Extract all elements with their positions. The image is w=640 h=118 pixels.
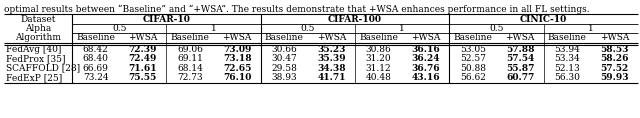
Text: 35.23: 35.23 — [317, 45, 346, 54]
Text: 66.69: 66.69 — [83, 64, 109, 73]
Text: +WSA: +WSA — [128, 34, 157, 42]
Text: optimal results between “Baseline” and “+WSA”. The results demonstrate that +WSA: optimal results between “Baseline” and “… — [4, 5, 589, 14]
Text: 38.93: 38.93 — [271, 73, 297, 82]
Text: +WSA: +WSA — [222, 34, 252, 42]
Text: FedAvg [40]: FedAvg [40] — [6, 45, 61, 54]
Text: 30.66: 30.66 — [271, 45, 297, 54]
Text: +WSA: +WSA — [411, 34, 440, 42]
Text: 52.57: 52.57 — [460, 54, 486, 63]
Text: 0.5: 0.5 — [489, 24, 504, 33]
Text: 72.65: 72.65 — [223, 64, 252, 73]
Text: +WSA: +WSA — [317, 34, 346, 42]
Text: 40.48: 40.48 — [365, 73, 392, 82]
Text: 1: 1 — [588, 24, 594, 33]
Text: 35.39: 35.39 — [317, 54, 346, 63]
Text: 52.13: 52.13 — [554, 64, 580, 73]
Text: 57.88: 57.88 — [506, 45, 534, 54]
Text: 75.55: 75.55 — [129, 73, 157, 82]
Text: 58.26: 58.26 — [600, 54, 628, 63]
Text: 72.49: 72.49 — [129, 54, 157, 63]
Text: 1: 1 — [211, 24, 216, 33]
Text: Baseline: Baseline — [548, 34, 587, 42]
Text: 53.94: 53.94 — [554, 45, 580, 54]
Text: 53.34: 53.34 — [554, 54, 580, 63]
Text: Baseline: Baseline — [359, 34, 398, 42]
Text: 30.47: 30.47 — [271, 54, 297, 63]
Text: Baseline: Baseline — [265, 34, 304, 42]
Text: 50.88: 50.88 — [460, 64, 486, 73]
Text: 0.5: 0.5 — [112, 24, 127, 33]
Text: Dataset: Dataset — [20, 15, 56, 23]
Text: 30.86: 30.86 — [365, 45, 392, 54]
Text: 71.61: 71.61 — [129, 64, 157, 73]
Text: Algorithm: Algorithm — [15, 34, 61, 42]
Text: 76.10: 76.10 — [223, 73, 252, 82]
Text: FedExP [25]: FedExP [25] — [6, 73, 62, 82]
Text: 68.14: 68.14 — [177, 64, 203, 73]
Text: 41.71: 41.71 — [317, 73, 346, 82]
Text: CIFAR-100: CIFAR-100 — [328, 15, 382, 23]
Text: 57.52: 57.52 — [600, 64, 628, 73]
Text: 60.77: 60.77 — [506, 73, 534, 82]
Text: 55.87: 55.87 — [506, 64, 534, 73]
Text: +WSA: +WSA — [600, 34, 629, 42]
Text: 69.11: 69.11 — [177, 54, 203, 63]
Text: Baseline: Baseline — [454, 34, 492, 42]
Text: 73.18: 73.18 — [223, 54, 252, 63]
Text: 56.30: 56.30 — [554, 73, 580, 82]
Text: 68.40: 68.40 — [83, 54, 109, 63]
Text: +WSA: +WSA — [506, 34, 535, 42]
Text: CIFAR-10: CIFAR-10 — [142, 15, 190, 23]
Text: 31.12: 31.12 — [366, 64, 392, 73]
Text: 43.16: 43.16 — [412, 73, 440, 82]
Text: 31.20: 31.20 — [366, 54, 392, 63]
Text: 73.24: 73.24 — [83, 73, 108, 82]
Text: 68.42: 68.42 — [83, 45, 108, 54]
Text: 36.76: 36.76 — [412, 64, 440, 73]
Text: 56.62: 56.62 — [460, 73, 486, 82]
Text: 72.73: 72.73 — [177, 73, 203, 82]
Text: 57.54: 57.54 — [506, 54, 534, 63]
Text: 72.39: 72.39 — [129, 45, 157, 54]
Text: 58.53: 58.53 — [600, 45, 628, 54]
Text: Baseline: Baseline — [170, 34, 209, 42]
Text: 36.16: 36.16 — [412, 45, 440, 54]
Text: 0.5: 0.5 — [301, 24, 315, 33]
Text: 53.05: 53.05 — [460, 45, 486, 54]
Text: SCAFFOLD [28]: SCAFFOLD [28] — [6, 64, 80, 73]
Text: 73.09: 73.09 — [223, 45, 252, 54]
Text: 69.06: 69.06 — [177, 45, 203, 54]
Text: Alpha: Alpha — [25, 24, 51, 33]
Text: CINIC-10: CINIC-10 — [520, 15, 567, 23]
Text: 34.38: 34.38 — [317, 64, 346, 73]
Text: 29.58: 29.58 — [271, 64, 297, 73]
Text: 36.24: 36.24 — [412, 54, 440, 63]
Text: 1: 1 — [399, 24, 405, 33]
Text: Baseline: Baseline — [76, 34, 115, 42]
Text: 59.93: 59.93 — [600, 73, 628, 82]
Text: FedProx [35]: FedProx [35] — [6, 54, 65, 63]
